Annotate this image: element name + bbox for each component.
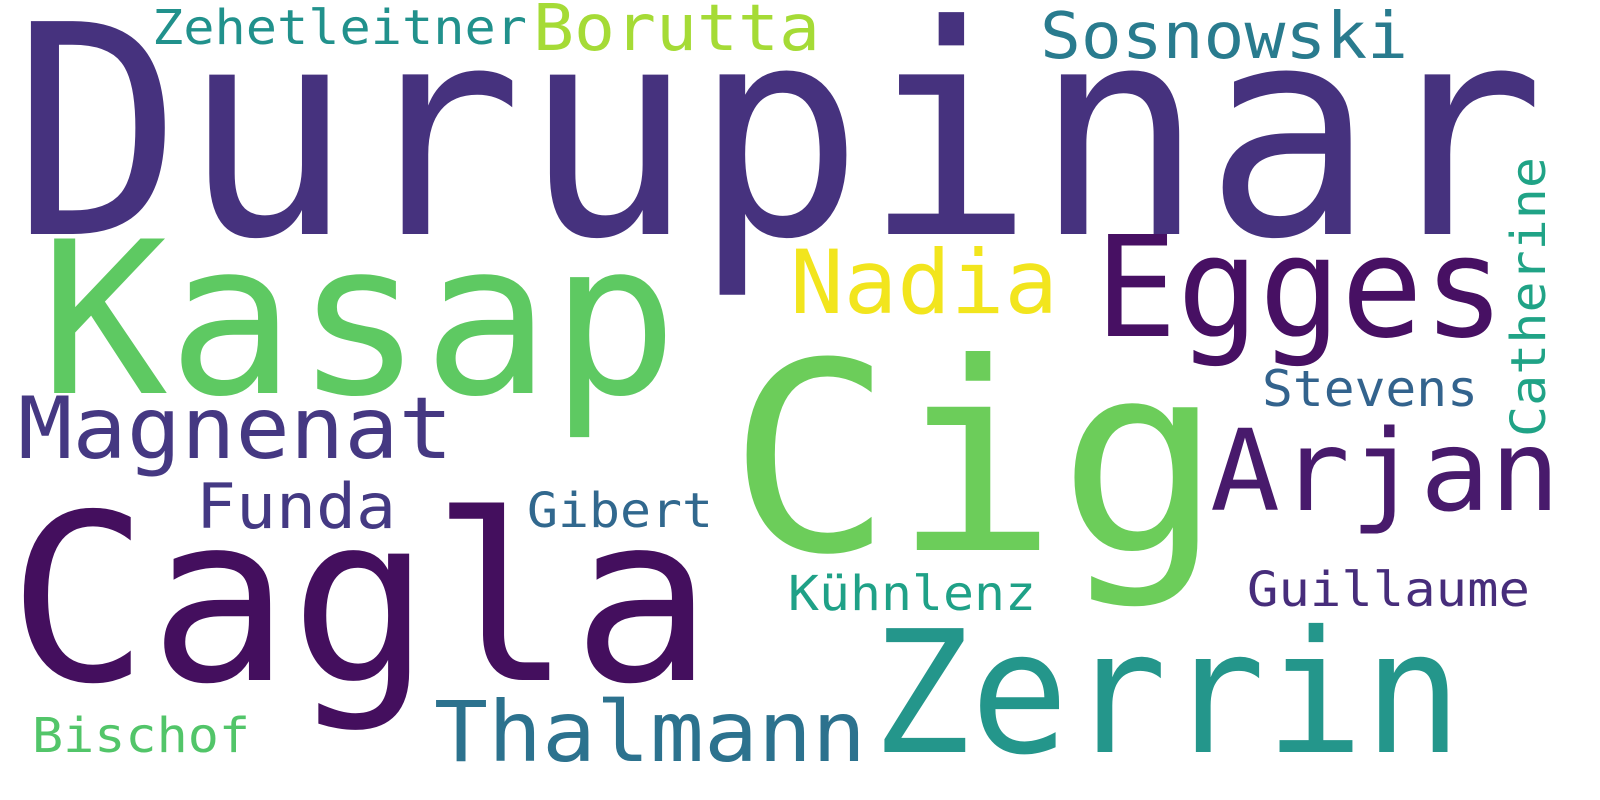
word-guillaume: Guillaume: [1247, 562, 1530, 618]
word-gibert: Gibert: [527, 483, 713, 539]
word-bischof: Bischof: [32, 708, 250, 764]
word-magnenat: Magnenat: [18, 379, 453, 479]
word-durupinar: Durupinar: [12, 0, 1545, 303]
word-kasap: Kasap: [40, 196, 678, 443]
word-stevens: Stevens: [1262, 360, 1478, 418]
word-catherine: Catherine: [1501, 157, 1557, 437]
word-arjan: Arjan: [1210, 407, 1560, 537]
word-cagla: Cagla: [8, 465, 713, 735]
word-thalmann: Thalmann: [434, 683, 866, 781]
word-zerrin: Zerrin: [872, 595, 1462, 793]
word-egges: Egges: [1095, 207, 1505, 370]
word-zehetleitner: Zehetleitner: [152, 0, 527, 56]
word-nadia: Nadia: [790, 231, 1058, 334]
word-cig: Cig: [728, 307, 1223, 612]
word-funda: Funda: [196, 470, 396, 543]
word-sosnowski: Sosnowski: [1040, 0, 1408, 74]
word-borutta: Borutta: [533, 0, 820, 66]
word-kuhnlenz: Kühnlenz: [788, 566, 1036, 622]
